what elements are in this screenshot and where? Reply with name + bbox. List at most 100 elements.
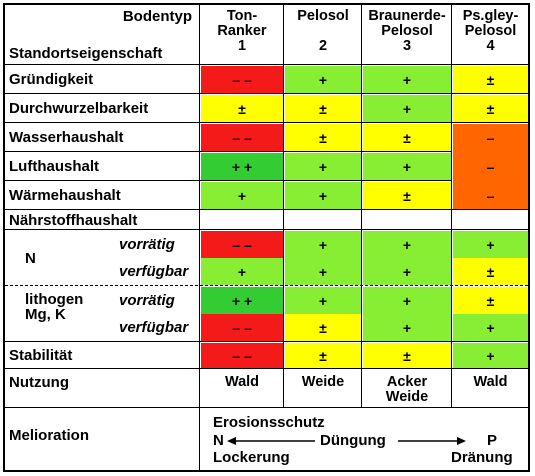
cell-gruendigkeit-2: + <box>285 66 361 93</box>
divider <box>5 180 451 181</box>
cell-wasserhaushalt-1: – – <box>201 124 283 151</box>
divider <box>5 341 528 342</box>
cell-gruendigkeit-1: – – <box>201 66 283 93</box>
col-name-line1: Ps.gley- <box>462 8 519 24</box>
divider <box>283 5 284 407</box>
divider <box>199 5 200 470</box>
cell-n-verfuegbar-3: + <box>363 258 451 285</box>
col-name-line1: Pelosol <box>297 8 349 24</box>
col-number: 3 <box>402 38 412 54</box>
sublabel-mg-verfuegbar: verfügbar <box>119 319 189 336</box>
col-header-braunerde-pelosol: Braunerde- Pelosol 3 <box>363 9 451 54</box>
melioration-duengung: Düngung <box>320 432 386 449</box>
cell-gruendigkeit-3: + <box>363 66 451 93</box>
cell-durchwurzelbarkeit-1: ± <box>201 95 283 122</box>
row-label-n: N <box>25 249 36 267</box>
cell-mg-verfuegbar-4: + <box>453 314 528 341</box>
sublabel-mg-vorraetig: vorrätig <box>119 292 175 309</box>
row-label-durchwurzelbarkeit: Durchwurzelbarkeit <box>9 100 149 117</box>
divider <box>5 64 528 65</box>
cell-n-vorraetig-3: + <box>363 231 451 258</box>
row-label-stabilitaet: Stabilität <box>9 347 73 364</box>
melioration-draenung: Dränung <box>451 449 513 466</box>
nutzung-psgley-pelosol: Wald <box>453 375 528 390</box>
cell-mg-vorraetig-2: + <box>285 287 361 314</box>
cell-lufthaushalt-3: + <box>363 153 451 180</box>
label-mgk: Mg, K <box>25 306 66 323</box>
cell-stabilitaet-3: ± <box>363 343 451 368</box>
divider <box>5 209 528 210</box>
cell-n-verfuegbar-1: + <box>201 258 283 285</box>
col-header-psgley-pelosol: Ps.gley- Pelosol 4 <box>453 9 528 54</box>
cell-wasserhaushalt-2: ± <box>285 124 361 151</box>
melioration-n: N <box>213 432 224 449</box>
divider <box>5 93 528 94</box>
cell-lufthaushalt-1: + + <box>201 153 283 180</box>
cell-n-vorraetig-1: – – <box>201 231 283 258</box>
cell-durchwurzelbarkeit-4: ± <box>453 95 528 122</box>
divider <box>451 5 452 407</box>
row-label-nutzung: Nutzung <box>9 373 69 391</box>
col-number: 4 <box>486 38 495 54</box>
col-name-line2 <box>285 24 361 39</box>
nutzung-value-line1: Acker <box>386 374 428 390</box>
cell-stabilitaet-2: ± <box>285 343 361 368</box>
col-name-line1: Ton- <box>226 8 258 24</box>
nutzung-ton-ranker: Wald <box>201 375 283 390</box>
nutzung-braunerde-pelosol: Acker Weide <box>363 375 451 405</box>
cell-wasserhaushalt-3: ± <box>363 124 451 151</box>
cell-stabilitaet-1: – – <box>201 343 283 368</box>
cell-durchwurzelbarkeit-3: + <box>363 95 451 122</box>
nutzung-value: Weide <box>301 374 345 390</box>
cell-wasserhaushalt-4: – <box>486 129 495 146</box>
cell-mg-vorraetig-4: ± <box>453 287 528 314</box>
cell-lufthaushalt-4: – <box>486 158 495 175</box>
divider <box>5 368 528 369</box>
cell-n-vorraetig-2: + <box>285 231 361 258</box>
standortseigenschaft-label: Standortseigenschaft <box>9 45 163 62</box>
col-number: 1 <box>237 38 247 54</box>
cell-n-verfuegbar-2: + <box>285 258 361 285</box>
label-lithogen: lithogen <box>25 291 84 308</box>
cell-waermehaushalt-4: – <box>486 187 495 204</box>
cell-lufthaushalt-2: + <box>285 153 361 180</box>
nutzung-value-line2: Weide <box>385 389 429 405</box>
melioration-erosionsschutz: Erosionsschutz <box>213 414 325 431</box>
divider <box>5 229 528 230</box>
dashed-divider <box>5 285 528 286</box>
row-label-waermehaushalt: Wärmehaushalt <box>9 187 121 204</box>
col-header-pelosol: Pelosol 2 <box>285 9 361 54</box>
soil-table: Bodentyp Standortseigenschaft Ton- Ranke… <box>3 3 530 472</box>
cell-mg-vorraetig-1: + + <box>201 287 283 314</box>
cell-mg-verfuegbar-2: ± <box>285 314 361 341</box>
divider <box>5 151 451 152</box>
row-label-melioration: Melioration <box>9 426 90 444</box>
cell-waermehaushalt-2: + <box>285 182 361 209</box>
cell-waermehaushalt-3: ± <box>363 182 451 209</box>
row-label-naehrstoffhaushalt: Nährstoffhaushalt <box>9 211 138 229</box>
corner-header: Bodentyp Standortseigenschaft <box>5 5 198 64</box>
cell-durchwurzelbarkeit-2: ± <box>285 95 361 122</box>
col-name-line2: Pelosol <box>464 23 517 39</box>
nutzung-value: Wald <box>224 374 260 390</box>
cell-mg-vorraetig-3: + <box>363 287 451 314</box>
arrow-right-icon <box>398 437 466 445</box>
sublabel-n-vorraetig: vorrätig <box>119 236 175 253</box>
cell-n-verfuegbar-4: ± <box>453 258 528 285</box>
cell-mg-verfuegbar-3: + <box>363 314 451 341</box>
cell-mg-verfuegbar-1: – – <box>201 314 283 341</box>
melioration-p: P <box>487 432 498 449</box>
bodentyp-label: Bodentyp <box>122 8 192 25</box>
col-header-ton-ranker: Ton- Ranker 1 <box>201 9 283 54</box>
divider <box>5 407 528 408</box>
melioration-lockerung: Lockerung <box>213 449 290 466</box>
arrow-left-icon <box>227 437 315 445</box>
cell-gruendigkeit-4: ± <box>453 66 528 93</box>
nutzung-pelosol: Weide <box>285 375 361 390</box>
cell-n-vorraetig-4: + <box>453 231 528 258</box>
cell-stabilitaet-4: + <box>453 343 528 368</box>
row-label-gruendigkeit: Gründigkeit <box>9 71 94 88</box>
col-name-line2: Pelosol <box>381 23 433 39</box>
row-label-lithogen-mgk: lithogen Mg, K <box>25 292 83 322</box>
cell-col4-orange-block <box>453 124 528 209</box>
